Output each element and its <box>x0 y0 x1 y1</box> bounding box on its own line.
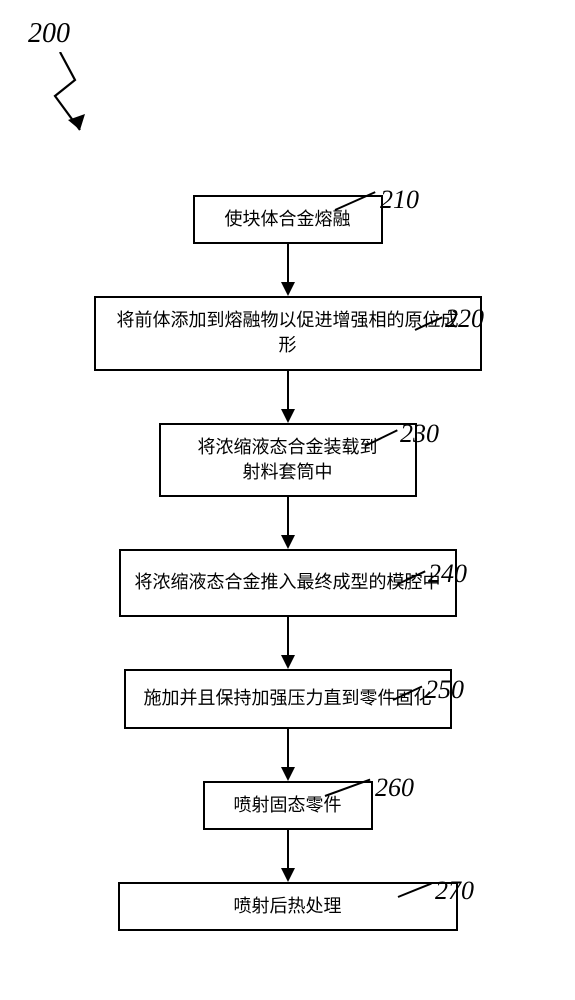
connector-arrowhead-icon <box>281 409 295 423</box>
connector-arrowhead-icon <box>281 767 295 781</box>
step-box-230: 将浓缩液态合金装载到 射料套筒中 <box>159 423 417 497</box>
flow-connector-arrow <box>281 497 295 549</box>
step-text: 将浓缩液态合金装载到 射料套筒中 <box>198 435 378 485</box>
flow-step-270: 喷射后热处理270 <box>0 882 575 931</box>
step-number-label: 260 <box>375 773 414 803</box>
connector-line <box>287 244 289 282</box>
flowchart-container: 使块体合金熔融210 将前体添加到熔融物以促进增强相的原位成形220 将浓缩液态合金… <box>0 195 575 931</box>
connector-arrowhead-icon <box>281 282 295 296</box>
step-text: 将前体添加到熔融物以促进增强相的原位成形 <box>110 308 466 358</box>
flow-connector-arrow <box>281 244 295 296</box>
step-number-label: 210 <box>380 185 419 215</box>
step-text: 将浓缩液态合金推入最终成型的模腔中 <box>135 570 441 595</box>
flow-connector-arrow <box>281 830 295 882</box>
connector-line <box>287 617 289 655</box>
connector-line <box>287 371 289 409</box>
flow-step-220: 将前体添加到熔融物以促进增强相的原位成形220 <box>0 296 575 370</box>
step-number-label: 250 <box>425 675 464 705</box>
step-box-240: 将浓缩液态合金推入最终成型的模腔中 <box>119 549 457 617</box>
step-text: 喷射后热处理 <box>234 894 342 919</box>
step-number-label: 270 <box>435 876 474 906</box>
flow-step-240: 将浓缩液态合金推入最终成型的模腔中240 <box>0 549 575 617</box>
step-box-250: 施加并且保持加强压力直到零件固化 <box>124 669 452 729</box>
connector-line <box>287 830 289 868</box>
step-number-label: 230 <box>400 419 439 449</box>
figure-number-label: 200 <box>28 18 70 50</box>
step-number-label: 220 <box>445 304 484 334</box>
step-text: 使块体合金熔融 <box>225 207 351 232</box>
step-box-220: 将前体添加到熔融物以促进增强相的原位成形 <box>94 296 482 370</box>
connector-arrowhead-icon <box>281 535 295 549</box>
step-number-label: 240 <box>428 559 467 589</box>
flow-step-260: 喷射固态零件260 <box>0 781 575 830</box>
flow-step-230: 将浓缩液态合金装载到 射料套筒中230 <box>0 423 575 497</box>
flow-step-250: 施加并且保持加强压力直到零件固化250 <box>0 669 575 729</box>
connector-line <box>287 497 289 535</box>
flow-connector-arrow <box>281 371 295 423</box>
flow-step-210: 使块体合金熔融210 <box>0 195 575 244</box>
step-text: 施加并且保持加强压力直到零件固化 <box>144 686 432 711</box>
flow-connector-arrow <box>281 617 295 669</box>
connector-arrowhead-icon <box>281 868 295 882</box>
connector-line <box>287 729 289 767</box>
connector-arrowhead-icon <box>281 655 295 669</box>
flow-connector-arrow <box>281 729 295 781</box>
figure-zigzag-arrow <box>50 52 100 142</box>
step-box-270: 喷射后热处理 <box>118 882 458 931</box>
